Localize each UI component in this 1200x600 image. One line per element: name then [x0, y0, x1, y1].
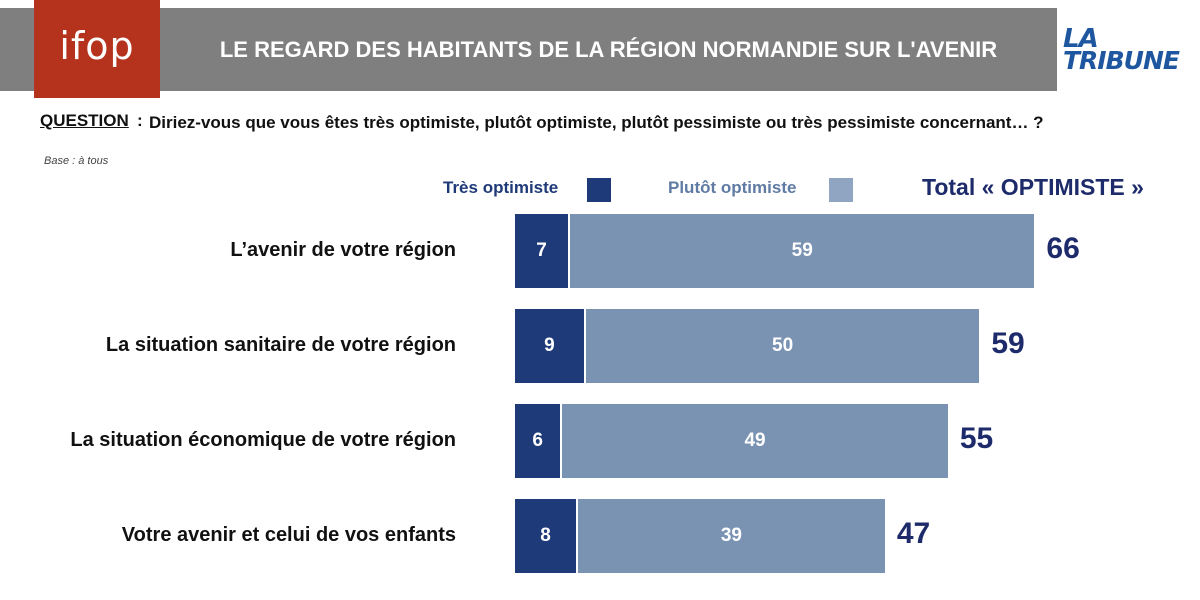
- la-tribune-logo-line2: TRIBUNE: [1063, 46, 1180, 75]
- page-title: LE REGARD DES HABITANTS DE LA RÉGION NOR…: [219, 37, 998, 62]
- ifop-logo: ifop: [34, 0, 160, 98]
- legend-swatch-rather-optimistic: [829, 178, 853, 202]
- base-note: Base : à tous: [44, 155, 109, 167]
- ifop-logo-text: ifop: [59, 24, 135, 68]
- question-separator: :: [137, 111, 143, 130]
- total-optimistic-header: Total « OPTIMISTE »: [922, 174, 1144, 200]
- total-optimistic-value: 59: [991, 327, 1025, 360]
- bar-very-optimistic: 9: [515, 309, 586, 383]
- legend-label-very-optimistic: Très optimiste: [443, 178, 559, 197]
- question-label: QUESTION: [40, 111, 129, 130]
- bar-very-optimistic: 7: [515, 214, 571, 288]
- bar-rather-optimistic: 50: [585, 309, 980, 383]
- legend-label-rather-optimistic: Plutôt optimiste: [668, 178, 797, 197]
- bar-very-optimistic: 6: [515, 404, 563, 478]
- category-label: Votre avenir et celui de vos enfants: [121, 524, 456, 546]
- header-band: [0, 8, 1057, 91]
- total-optimistic-value: 66: [1046, 232, 1080, 265]
- bar-rather-optimistic: 59: [570, 214, 1035, 288]
- legend-swatch-very-optimistic: [587, 178, 611, 202]
- total-optimistic-value: 55: [959, 422, 994, 455]
- la-tribune-logo: LA TRIBUNE: [1063, 24, 1191, 75]
- question-text: Diriez-vous que vous êtes très optimiste…: [149, 113, 1044, 132]
- bar-very-optimistic: 8: [515, 499, 578, 573]
- bar-rather-optimistic: 49: [562, 404, 948, 478]
- category-label: La situation sanitaire de votre région: [105, 334, 456, 356]
- la-tribune-logo-line1: LA: [1063, 24, 1099, 54]
- total-optimistic-value: 47: [896, 517, 931, 550]
- category-label: L’avenir de votre région: [230, 239, 456, 261]
- category-label: La situation économique de votre région: [70, 429, 456, 451]
- bar-rather-optimistic: 39: [577, 499, 885, 573]
